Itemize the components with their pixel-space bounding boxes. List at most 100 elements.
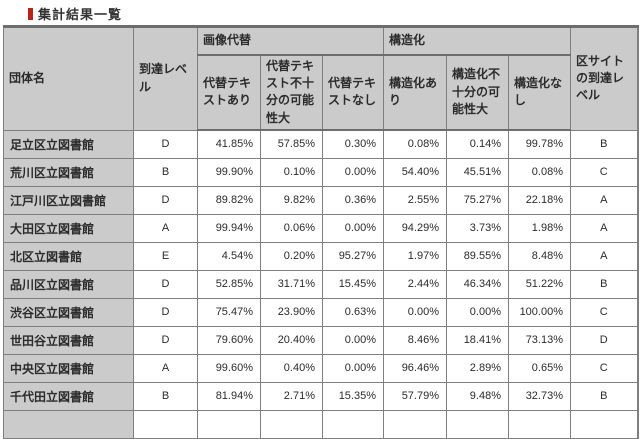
value-cell: 0.00%	[383, 297, 447, 327]
value-cell: 99.78%	[508, 129, 571, 159]
value-cell: 96.46%	[383, 353, 447, 383]
level-cell: B	[133, 381, 198, 411]
org-cell: 中央区立図書館	[3, 353, 134, 383]
value-cell: 57.79%	[383, 381, 447, 411]
alt-text-insufficient-header: 代替テキスト不十分の可能性大	[260, 54, 323, 132]
level-cell: A	[133, 353, 198, 383]
ward-level-cell: B	[570, 269, 638, 299]
value-cell: 89.55%	[446, 241, 509, 271]
level-cell: D	[133, 185, 198, 215]
image-alt-group-header: 画像代替	[197, 26, 384, 56]
level-cell: A	[133, 213, 198, 243]
table-row: 千代田立図書館 B 81.94% 2.71% 15.35% 57.79% 9.4…	[3, 381, 638, 411]
table-row: 品川区立図書館 D 52.85% 31.71% 15.45% 2.44% 46.…	[3, 269, 638, 299]
table-row: 北区立図書館 E 4.54% 0.20% 95.27% 1.97% 89.55%…	[3, 241, 638, 271]
org-cell: 品川区立図書館	[3, 269, 134, 299]
value-cell: 0.00%	[322, 353, 384, 383]
value-cell: 15.45%	[322, 269, 384, 299]
table-row: 大田区立図書館 A 99.94% 0.06% 0.00% 94.29% 3.73…	[3, 213, 638, 243]
value-cell: 0.20%	[260, 241, 323, 271]
org-cell	[3, 409, 134, 439]
value-cell	[446, 409, 509, 439]
page-header: 集計結果一覧	[0, 0, 640, 22]
value-cell	[197, 409, 261, 439]
value-cell: 4.54%	[197, 241, 261, 271]
table-row: 江戸川区立図書館 D 89.82% 9.82% 0.36% 2.55% 75.2…	[3, 185, 638, 215]
value-cell: 9.48%	[446, 381, 509, 411]
value-cell: 1.98%	[508, 213, 571, 243]
value-cell: 0.63%	[322, 297, 384, 327]
structuring-present-header: 構造化あり	[383, 54, 447, 132]
value-cell: 45.51%	[446, 157, 509, 187]
value-cell: 0.00%	[322, 213, 384, 243]
results-tbody: 足立区立図書館 D 41.85% 57.85% 0.30% 0.08% 0.14…	[3, 129, 638, 439]
value-cell: 2.55%	[383, 185, 447, 215]
value-cell: 3.73%	[446, 213, 509, 243]
value-cell: 0.00%	[322, 325, 384, 355]
org-cell: 大田区立図書館	[3, 213, 134, 243]
value-cell: 0.10%	[260, 157, 323, 187]
level-cell: D	[133, 325, 198, 355]
value-cell: 23.90%	[260, 297, 323, 327]
level-cell: D	[133, 269, 198, 299]
value-cell: 41.85%	[197, 129, 261, 159]
value-cell: 31.71%	[260, 269, 323, 299]
org-cell: 北区立図書館	[3, 241, 134, 271]
value-cell: 99.60%	[197, 353, 261, 383]
value-cell: 75.47%	[197, 297, 261, 327]
value-cell: 0.36%	[322, 185, 384, 215]
level-cell: E	[133, 241, 198, 271]
value-cell: 100.00%	[508, 297, 571, 327]
page-title: 集計結果一覧	[38, 7, 123, 22]
group-header-row: 団体名 到達レベル 画像代替 構造化 区サイトの到達レベル	[3, 26, 638, 131]
value-cell: 54.40%	[383, 157, 447, 187]
value-cell: 51.22%	[508, 269, 571, 299]
org-cell: 渋谷区立図書館	[3, 297, 134, 327]
structuring-none-header: 構造化なし	[508, 54, 571, 132]
value-cell: 52.85%	[197, 269, 261, 299]
ward-level-column-header: 区サイトの到達レベル	[570, 26, 638, 131]
value-cell: 73.13%	[508, 325, 571, 355]
value-cell: 15.35%	[322, 381, 384, 411]
ward-level-cell: B	[570, 381, 638, 411]
value-cell: 0.00%	[446, 297, 509, 327]
org-column-header: 団体名	[3, 26, 134, 131]
value-cell: 0.00%	[322, 157, 384, 187]
title-bullet-icon	[28, 7, 33, 20]
ward-level-cell: D	[570, 325, 638, 355]
value-cell: 0.30%	[322, 129, 384, 159]
table-row: 中央区立図書館 A 99.60% 0.40% 0.00% 96.46% 2.89…	[3, 353, 638, 383]
value-cell	[383, 409, 447, 439]
value-cell: 0.08%	[508, 157, 571, 187]
table-row	[3, 409, 638, 439]
ward-level-cell: B	[570, 129, 638, 159]
value-cell: 8.48%	[508, 241, 571, 271]
value-cell: 75.27%	[446, 185, 509, 215]
value-cell: 46.34%	[446, 269, 509, 299]
sub-header-row: 代替テキストあり 代替テキスト不十分の可能性大 代替テキストなし 構造化あり 構…	[4, 54, 638, 132]
value-cell: 18.41%	[446, 325, 509, 355]
table-row: 足立区立図書館 D 41.85% 57.85% 0.30% 0.08% 0.14…	[3, 129, 638, 159]
results-table: 団体名 到達レベル 画像代替 構造化 区サイトの到達レベル 代替テキストあり 代…	[3, 25, 639, 439]
level-cell	[133, 409, 198, 439]
ward-level-cell: A	[570, 185, 638, 215]
level-cell: B	[133, 157, 198, 187]
alt-text-none-header: 代替テキストなし	[322, 54, 384, 132]
org-cell: 荒川区立図書館	[3, 157, 134, 187]
value-cell: 94.29%	[383, 213, 447, 243]
value-cell: 95.27%	[322, 241, 384, 271]
ward-level-cell: C	[570, 297, 638, 327]
value-cell: 8.46%	[383, 325, 447, 355]
value-cell: 0.14%	[446, 129, 509, 159]
ward-level-cell: A	[570, 213, 638, 243]
value-cell	[508, 409, 571, 439]
org-cell: 千代田立図書館	[3, 381, 134, 411]
structuring-group-header: 構造化	[383, 26, 571, 56]
value-cell: 32.73%	[508, 381, 571, 411]
value-cell: 89.82%	[197, 185, 261, 215]
table-row: 荒川区立図書館 B 99.90% 0.10% 0.00% 54.40% 45.5…	[3, 157, 638, 187]
ward-level-cell: C	[570, 353, 638, 383]
value-cell: 0.08%	[383, 129, 447, 159]
org-cell: 足立区立図書館	[3, 129, 134, 159]
level-cell: D	[133, 297, 198, 327]
